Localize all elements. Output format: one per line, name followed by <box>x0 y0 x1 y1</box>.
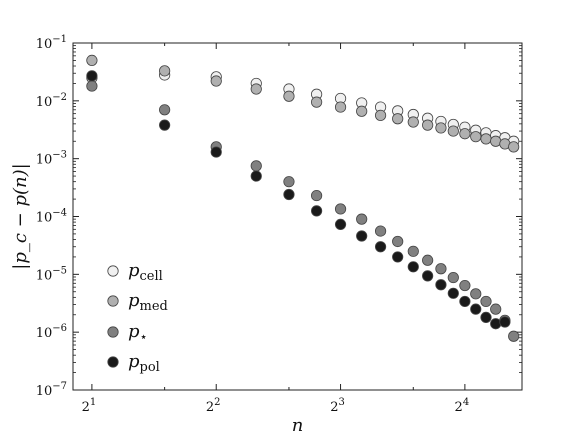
legend-label: pmed <box>128 290 168 314</box>
data-point <box>435 279 447 291</box>
data-point <box>470 131 482 143</box>
data-point <box>311 189 323 202</box>
data-point <box>334 203 347 215</box>
series-p-pol <box>86 70 511 330</box>
y-tick-label: 10−4 <box>36 208 67 226</box>
data-point <box>392 251 404 263</box>
y-tick-label: 10−2 <box>36 92 67 110</box>
x-tick-label: 24 <box>455 397 470 415</box>
data-point <box>334 218 347 231</box>
data-point <box>210 75 222 87</box>
data-point <box>210 146 222 158</box>
data-point <box>250 170 262 182</box>
data-point <box>283 176 295 188</box>
data-point <box>447 271 459 284</box>
y-tick-label: 10−3 <box>36 150 67 168</box>
data-point <box>422 254 434 266</box>
x-axis: 21 22 23 24 <box>82 43 470 415</box>
data-point <box>334 101 347 113</box>
data-point <box>447 125 459 137</box>
data-point <box>356 105 368 117</box>
data-point <box>422 119 434 131</box>
legend-label: pcell <box>128 260 163 284</box>
data-point <box>86 54 98 67</box>
data-point <box>311 205 323 217</box>
data-point <box>407 116 419 128</box>
data-point <box>499 316 511 328</box>
data-point <box>250 83 262 95</box>
data-point <box>490 303 502 315</box>
y-tick-label: 10−1 <box>36 34 67 52</box>
x-tick-label: 23 <box>330 397 345 415</box>
data-point <box>86 80 98 92</box>
data-point <box>508 330 520 342</box>
data-point <box>407 261 419 273</box>
data-point <box>447 287 459 299</box>
data-point <box>311 96 323 108</box>
legend-marker <box>107 295 119 307</box>
data-point <box>374 225 387 237</box>
data-point <box>459 279 471 292</box>
data-point <box>374 109 387 121</box>
data-point <box>392 235 404 248</box>
series-p-star <box>86 80 520 342</box>
data-point <box>159 119 171 131</box>
legend-marker <box>107 356 119 368</box>
data-point <box>459 295 471 308</box>
y-tick-label: 10−6 <box>36 323 67 341</box>
legend: pcell pmed p⋆ ppol <box>107 260 168 375</box>
data-point <box>407 245 419 257</box>
y-axis: 10−7 10−6 10−5 10−4 10−3 10−2 10−1 <box>36 34 522 399</box>
data-point <box>374 241 387 253</box>
series-p-med <box>86 54 520 153</box>
x-axis-label: n <box>292 415 304 436</box>
data-point <box>283 90 295 102</box>
data-point <box>283 188 295 201</box>
data-point <box>470 288 482 300</box>
data-point <box>159 65 171 77</box>
legend-label: ppol <box>128 351 160 375</box>
data-point <box>480 133 492 145</box>
data-point <box>480 311 492 324</box>
data-point <box>392 113 404 125</box>
y-axis-label: |p_c − p(n)| <box>10 163 31 269</box>
data-point <box>470 303 482 315</box>
x-tick-label: 21 <box>82 397 97 415</box>
data-point <box>435 263 447 275</box>
data-point <box>422 270 434 282</box>
y-tick-label: 10−5 <box>36 265 67 283</box>
series-layer <box>86 54 520 342</box>
data-point <box>490 318 502 330</box>
legend-marker <box>107 326 119 338</box>
legend-marker <box>107 265 119 277</box>
data-point <box>86 70 98 82</box>
data-point <box>250 160 262 172</box>
data-point <box>508 141 520 153</box>
data-point <box>480 295 492 308</box>
y-tick-label: 10−7 <box>36 381 67 399</box>
x-tick-label: 22 <box>206 397 221 415</box>
data-point <box>459 128 471 140</box>
data-point <box>356 213 368 225</box>
legend-label: p⋆ <box>128 321 148 345</box>
data-point <box>356 230 368 242</box>
data-point <box>435 122 447 134</box>
data-point <box>490 135 502 147</box>
data-point <box>159 104 171 116</box>
